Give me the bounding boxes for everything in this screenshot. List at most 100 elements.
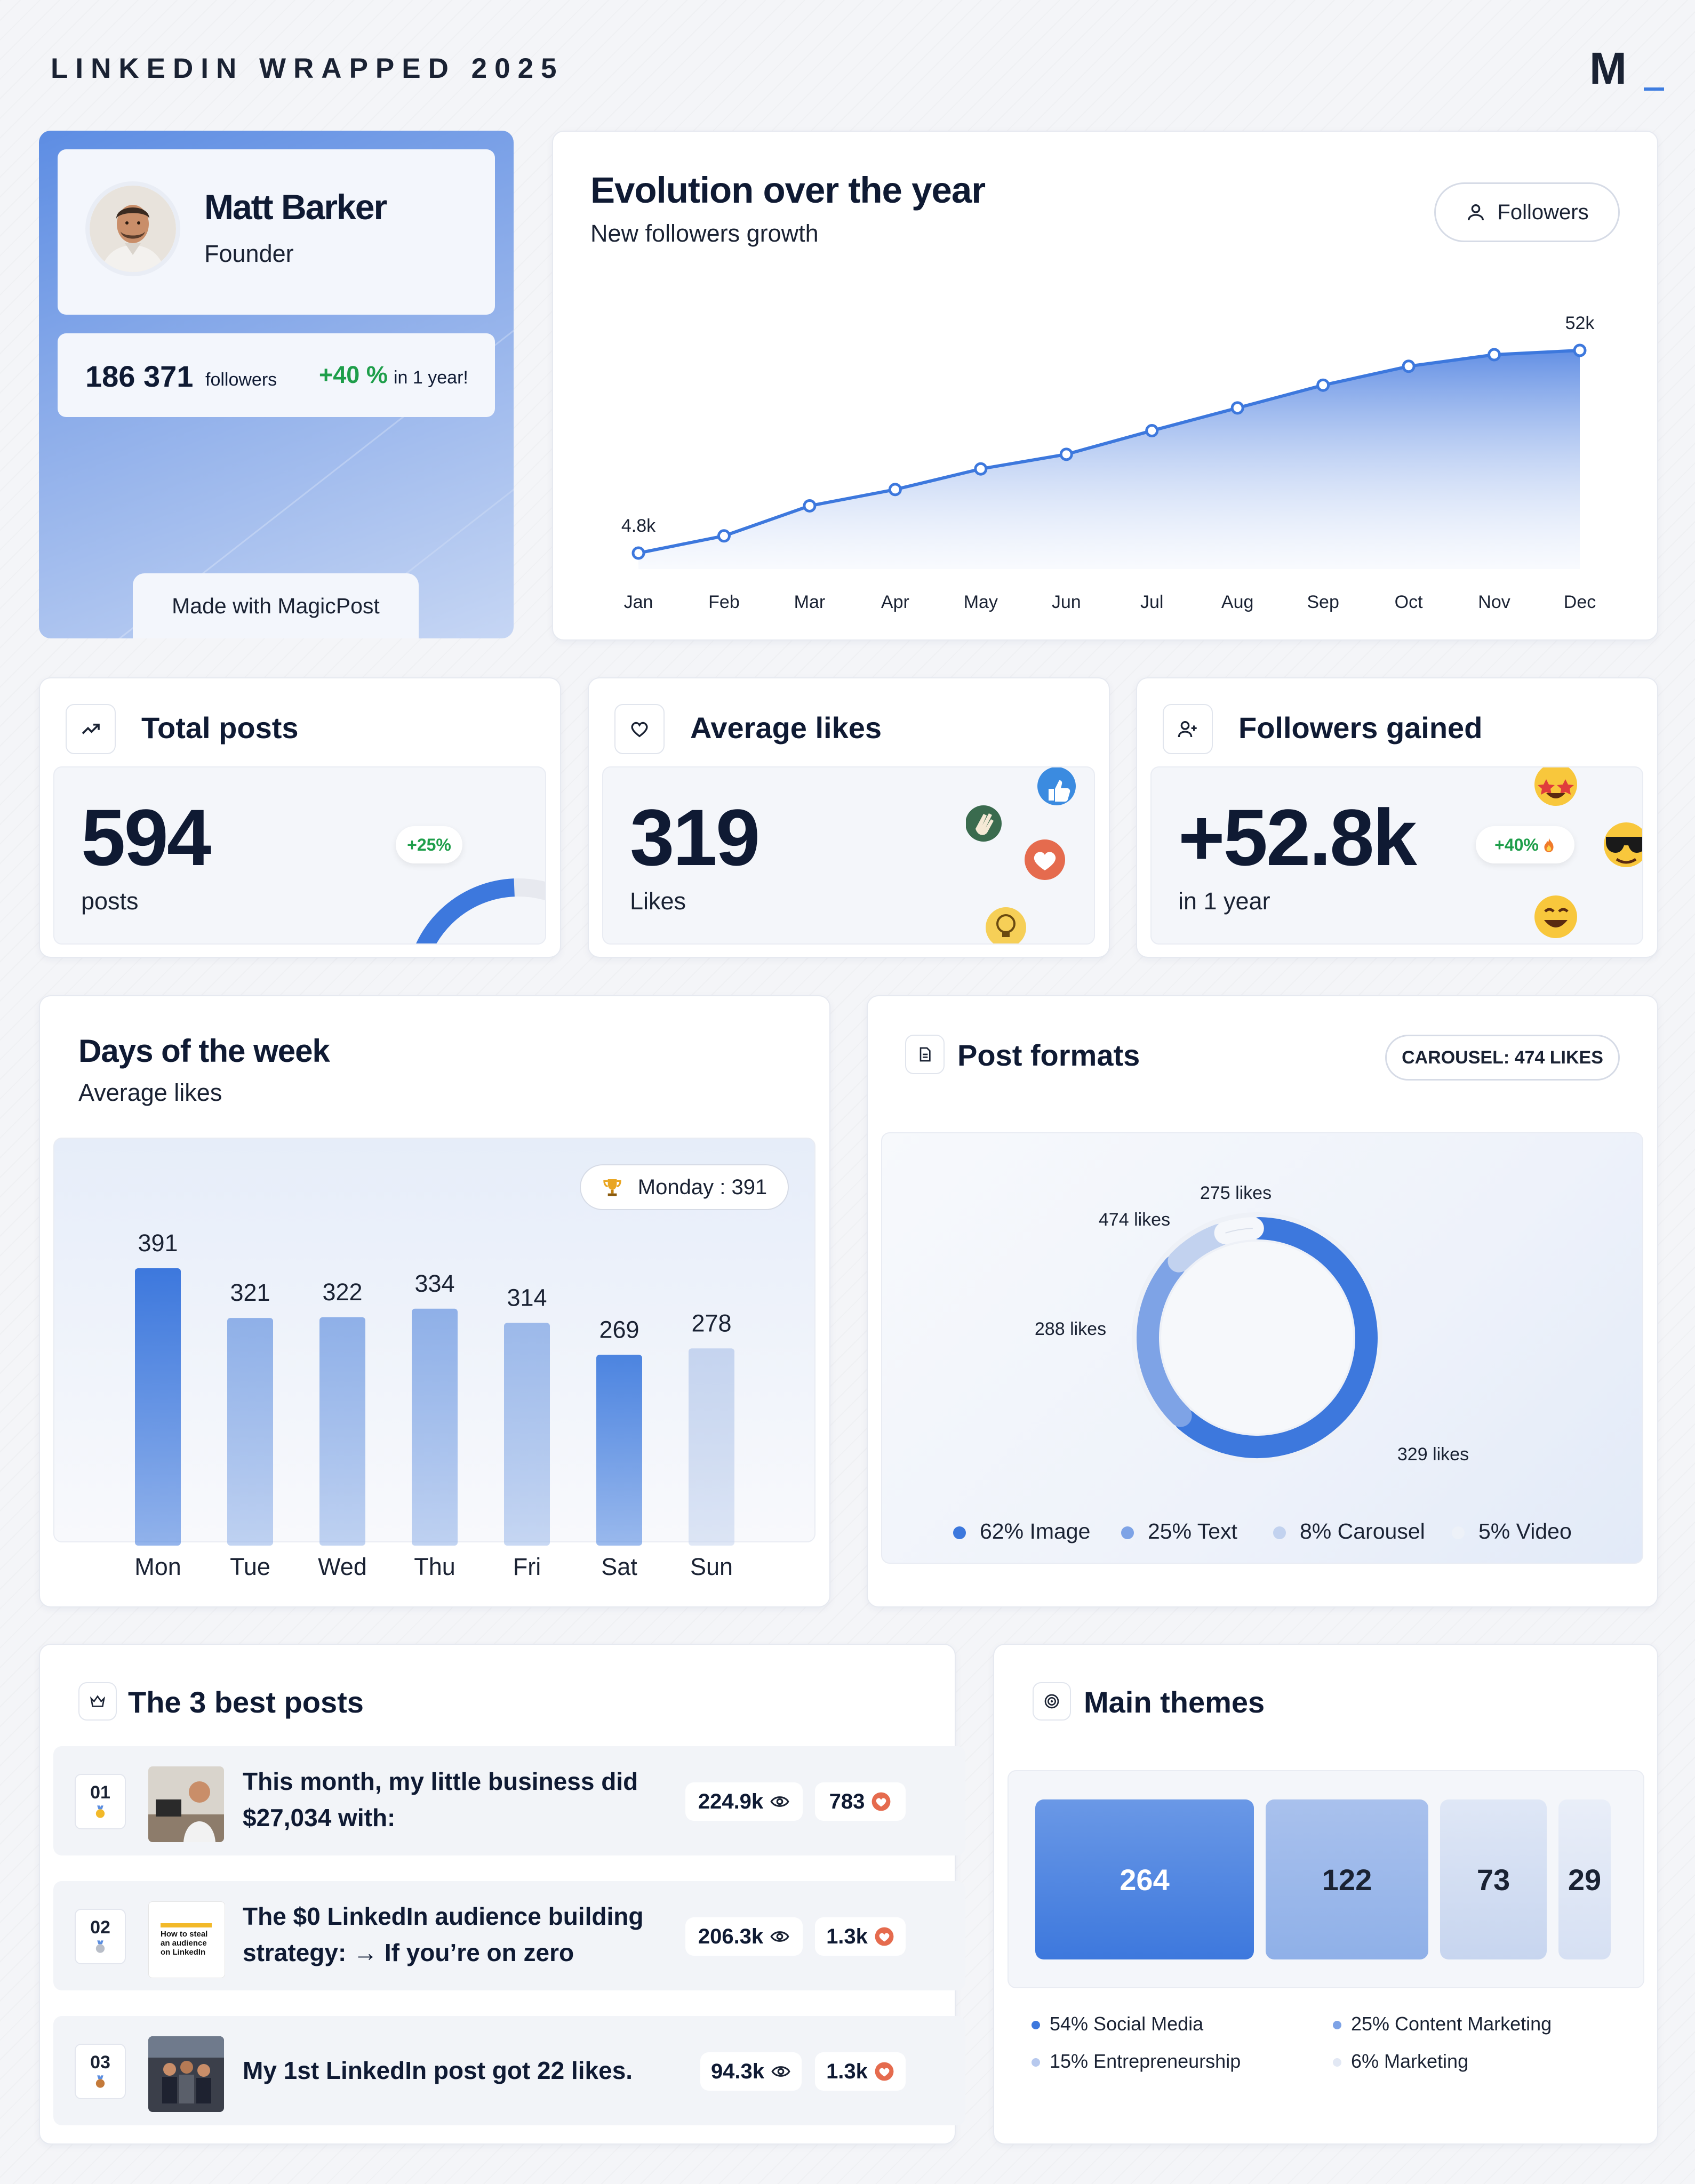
views-count: 224.9k	[698, 1789, 764, 1813]
main-themes-title: Main themes	[1084, 1685, 1265, 1719]
legend-dot	[1452, 1526, 1465, 1540]
legend-dot	[953, 1526, 966, 1540]
trend-icon-box	[66, 704, 116, 754]
thumbnail-accent	[161, 1923, 212, 1927]
made-with-magicpost-button[interactable]: Made with MagicPost	[133, 573, 419, 638]
followers-gained-panel: +52.8k in 1 year +40%	[1150, 766, 1643, 945]
sunglasses-emoji-icon	[1604, 822, 1642, 867]
love-reaction-icon	[1025, 839, 1065, 880]
x-tick-label: Oct	[1395, 592, 1423, 612]
total-posts-title: Total posts	[141, 711, 299, 745]
theme-legend-item: 54% Social Media	[1032, 2013, 1203, 2035]
x-tick-label: Thu	[414, 1553, 455, 1580]
bar	[319, 1317, 365, 1546]
legend-dot	[1032, 2021, 1040, 2030]
days-subtitle: Average likes	[78, 1079, 222, 1106]
evolution-subtitle: New followers growth	[590, 220, 819, 247]
rank-badge: 02	[75, 1909, 126, 1964]
group-photo-icon	[148, 2036, 224, 2112]
bar	[227, 1318, 273, 1546]
profile-card: Matt Barker Founder 186 371 followers +4…	[39, 131, 514, 638]
document-icon	[920, 1047, 931, 1062]
like-reaction-icon	[1037, 767, 1076, 805]
bar-value-label: 269	[599, 1316, 639, 1343]
gauge-track	[416, 878, 545, 943]
views-count: 94.3k	[710, 2059, 765, 2083]
target-icon	[1044, 1694, 1059, 1709]
love-icon	[875, 1927, 894, 1946]
rank-badge: 01	[75, 1774, 126, 1829]
total-posts-label: posts	[81, 887, 139, 915]
followers-growth-chart: Jan Feb Mar Apr May Jun Jul Aug Sep Oct Nov Dec 4.8k…	[621, 313, 1596, 612]
bronze-medal-icon	[95, 2075, 105, 2088]
views-pill: 94.3k	[700, 2052, 802, 2091]
followers-filter-button[interactable]: Followers	[1434, 182, 1620, 242]
bar-value-label: 334	[414, 1270, 454, 1297]
donut-hole	[1161, 1242, 1353, 1434]
bar-value-label: 314	[507, 1284, 547, 1311]
x-tick-label: Feb	[708, 592, 740, 612]
likes-count: 1.3k	[826, 2059, 868, 2083]
followers-gained-card: Followers gained +52.8k in 1 year +40%	[1136, 677, 1658, 958]
data-point	[1230, 401, 1244, 415]
legend-dot	[1032, 2058, 1040, 2067]
data-point	[1402, 359, 1416, 373]
legend-dot	[1333, 2058, 1341, 2067]
data-point	[1059, 447, 1073, 461]
data-point	[1573, 343, 1587, 357]
avatar	[85, 181, 180, 276]
bar	[689, 1348, 734, 1546]
best-post-row[interactable]: 02 How to steal an audience on LinkedIn …	[53, 1881, 965, 1990]
emoji-decor	[1534, 767, 1642, 938]
user-plus-icon-box	[1163, 704, 1213, 754]
likes-count: 1.3k	[826, 1924, 868, 1948]
theme-legend-item: 25% Content Marketing	[1333, 2013, 1552, 2035]
likes-pill: 1.3k	[815, 2052, 906, 2091]
bar	[412, 1308, 458, 1546]
likes-pill: 783	[815, 1782, 906, 1821]
post-thumbnail	[148, 2036, 224, 2112]
legend-item: 8% Carousel	[1273, 1519, 1425, 1544]
data-point	[1145, 424, 1159, 438]
total-posts-panel: 594 posts +25%	[53, 766, 546, 945]
data-point	[1316, 378, 1330, 392]
legend-dot	[1333, 2021, 1341, 2030]
reaction-emojis	[966, 767, 1076, 943]
best-post-row[interactable]: 03 My 1st LinkedIn post got 22 likes. 94…	[53, 2016, 965, 2125]
slice-value-label: 275 likes	[1200, 1183, 1272, 1203]
page-title: LINKEDIN WRAPPED 2025	[51, 53, 564, 84]
x-tick-label: Jul	[1140, 592, 1163, 612]
eye-icon	[770, 1931, 789, 1942]
growth-line	[638, 349, 1580, 555]
x-tick-label: Fri	[513, 1553, 541, 1580]
theme-legend-item: 15% Entrepreneurship	[1032, 2050, 1241, 2073]
legend-label: 62% Image	[980, 1519, 1091, 1543]
last-value-label: 52k	[1565, 313, 1595, 333]
data-point	[888, 483, 902, 497]
legend-label: 15% Entrepreneurship	[1050, 2050, 1241, 2072]
legend-label: 54% Social Media	[1050, 2013, 1204, 2035]
likes-count: 783	[829, 1789, 865, 1813]
legend-label: 8% Carousel	[1300, 1519, 1425, 1543]
bar-value-label: 321	[230, 1279, 270, 1306]
followers-gained-badge: +40%	[1476, 826, 1574, 863]
post-thumbnail: How to steal an audience on LinkedIn	[148, 1901, 225, 1978]
post-title-line: This month, my little business did	[243, 1767, 638, 1795]
best-post-row[interactable]: 01 This month, my little business did $2…	[53, 1746, 965, 1855]
x-tick-label: Aug	[1221, 592, 1254, 612]
heart-icon	[631, 722, 648, 738]
laughing-emoji-icon	[1534, 895, 1577, 938]
legend-label: 6% Marketing	[1351, 2050, 1469, 2072]
x-tick-label: Jan	[624, 592, 653, 612]
x-tick-label: May	[964, 592, 998, 612]
posts-gauge	[416, 878, 545, 943]
post-title: This month, my little business did $27,0…	[243, 1763, 638, 1836]
data-point	[1488, 348, 1501, 362]
legend-label: 25% Text	[1148, 1519, 1237, 1543]
legend-dot	[1273, 1526, 1286, 1540]
x-tick-label: Sat	[601, 1553, 637, 1580]
evolution-card: Evolution over the year New followers gr…	[552, 131, 1658, 641]
fire-icon	[1544, 838, 1554, 852]
likes-pill: 1.3k	[815, 1917, 906, 1956]
post-title-line: The $0 LinkedIn audience building	[243, 1902, 644, 1930]
